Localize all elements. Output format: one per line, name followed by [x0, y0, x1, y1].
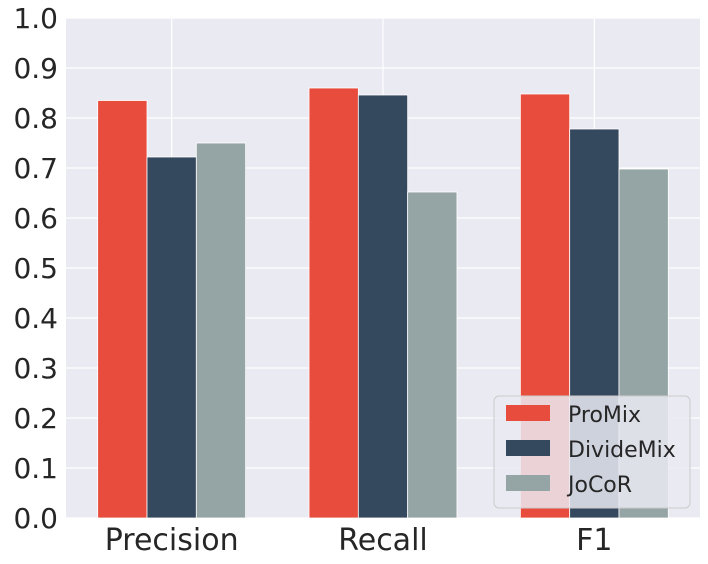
legend-label-promix: ProMix: [568, 403, 641, 428]
x-axis-ticks: Precision Recall F1: [105, 523, 613, 558]
y-tick-label: 0.2: [13, 402, 58, 435]
y-tick-label: 0.5: [13, 252, 58, 285]
bar-dividemix-recall: [357, 94, 409, 519]
legend: ProMix DivideMix JoCoR: [493, 395, 691, 509]
x-tick-label: Recall: [338, 523, 428, 558]
bar-promix-precision: [97, 100, 148, 519]
legend-swatch-dividemix: [506, 440, 550, 456]
y-tick-label: 0.0: [13, 502, 58, 535]
legend-swatch-jocor: [506, 475, 550, 491]
y-tick-label: 0.8: [13, 102, 58, 135]
x-tick-label: F1: [576, 523, 612, 558]
y-tick-label: 0.3: [13, 352, 58, 385]
y-tick-label: 0.4: [13, 302, 58, 335]
legend-label-dividemix: DivideMix: [568, 438, 676, 463]
bar-dividemix-precision: [146, 156, 197, 519]
x-tick-label: Precision: [105, 523, 239, 558]
legend-label-jocor: JoCoR: [566, 473, 632, 498]
bar-jocor-recall: [407, 191, 458, 519]
y-tick-label: 0.7: [13, 152, 58, 185]
y-tick-label: 0.9: [13, 52, 58, 85]
y-tick-label: 0.1: [13, 452, 58, 485]
bar-jocor-precision: [195, 142, 247, 519]
y-tick-label: 0.6: [13, 202, 58, 235]
legend-swatch-promix: [506, 405, 550, 421]
bar-promix-recall: [308, 87, 359, 519]
y-tick-label: 1.0: [13, 2, 58, 35]
y-axis-ticks: 0.0 0.1 0.2 0.3 0.4 0.5 0.6 0.7 0.8 0.9 1.0: [13, 2, 58, 535]
